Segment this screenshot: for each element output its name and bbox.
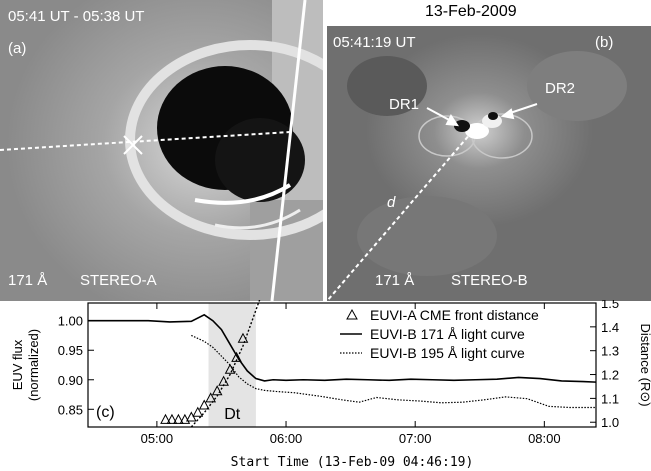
- panel-b-image: 05:41:19 UT (b) DR1 DR2 d 171 Å STEREO-B: [327, 26, 651, 301]
- dimming-region-dr1: [454, 120, 470, 132]
- x-tick-label: 05:00: [141, 431, 174, 446]
- dr2-label: DR2: [545, 80, 576, 97]
- euvi-b-171-line: [88, 313, 597, 383]
- legend-triangle-symbol: [346, 308, 358, 320]
- cme-distance-point: [185, 411, 197, 422]
- x-tick-label: 08:00: [528, 431, 561, 446]
- cme-distance-point: [173, 413, 184, 424]
- dr1-label: DR1: [389, 96, 420, 113]
- y-tick-label: 0.95: [58, 343, 83, 358]
- y2-tick-label: 1.4: [601, 320, 619, 335]
- figure-date-title: 13-Feb-2009: [425, 3, 517, 20]
- panel-b-instrument: STEREO-B: [451, 272, 528, 289]
- cme-distance-point: [224, 363, 236, 374]
- panel-a-wavelength: 171 Å: [8, 272, 48, 289]
- dt-label: Dt: [224, 406, 241, 423]
- panel-a-graphic: [0, 0, 323, 301]
- x-tick-label: 06:00: [270, 431, 303, 446]
- panel-c-chart: Dt 05:00 06:00 07:00 08:00 0.85 0.90 0.95 1.00 1.…: [10, 300, 651, 470]
- y2-tick-label: 1.0: [601, 415, 619, 430]
- distance-label: d: [387, 194, 396, 211]
- cme-distance-point: [160, 413, 171, 424]
- y-axis-label: (normalized): [26, 329, 41, 401]
- panel-b-graphic: [327, 26, 651, 301]
- cme-front-cross-marker: [123, 135, 143, 155]
- x-tick-label: 07:00: [399, 431, 432, 446]
- x-axis-label: Start Time (13-Feb-09 04:46:19): [231, 455, 474, 470]
- y-tick-label: 1.00: [58, 314, 83, 329]
- legend-label: EUVI-A CME front distance: [370, 307, 539, 323]
- panel-a-image: 05:41 UT - 05:38 UT (a) 171 Å STEREO-A: [0, 0, 323, 301]
- solar-limb-arc: [270, 0, 307, 301]
- legend-label: EUVI-B 171 Å light curve: [370, 326, 525, 342]
- y2-tick-label: 1.2: [601, 368, 619, 383]
- y2-tick-label: 1.3: [601, 344, 619, 359]
- y-axis-label: EUV flux: [10, 339, 25, 390]
- cme-distance-point: [198, 399, 210, 410]
- y2-tick-label: 1.1: [601, 391, 619, 406]
- dimming-region-dr2: [488, 112, 498, 120]
- plot-frame: [87, 302, 597, 428]
- panel-b-time: 05:41:19 UT: [333, 34, 416, 51]
- panel-b-label: (b): [595, 34, 614, 51]
- panel-c-label: (c): [96, 404, 115, 421]
- legend-label: EUVI-B 195 Å light curve: [370, 345, 525, 361]
- panel-a-time: 05:41 UT - 05:38 UT: [8, 8, 145, 25]
- panel-a-instrument: STEREO-A: [80, 272, 157, 289]
- cme-distance-point: [166, 413, 178, 424]
- y2-tick-label: 1.5: [601, 300, 619, 311]
- cme-distance-fit-line: [190, 300, 261, 428]
- panel-b-wavelength: 171 Å: [375, 272, 415, 289]
- y-tick-label: 0.90: [58, 373, 83, 388]
- panel-b-distance-line: [327, 125, 478, 301]
- cme-distance-point: [179, 413, 191, 424]
- y2-axis-label: Distance (R⊙): [638, 323, 651, 406]
- cme-distance-point: [192, 406, 204, 417]
- panel-a-label: (a): [8, 40, 27, 57]
- y-tick-label: 0.85: [58, 402, 83, 417]
- cme-distance-point: [205, 392, 217, 403]
